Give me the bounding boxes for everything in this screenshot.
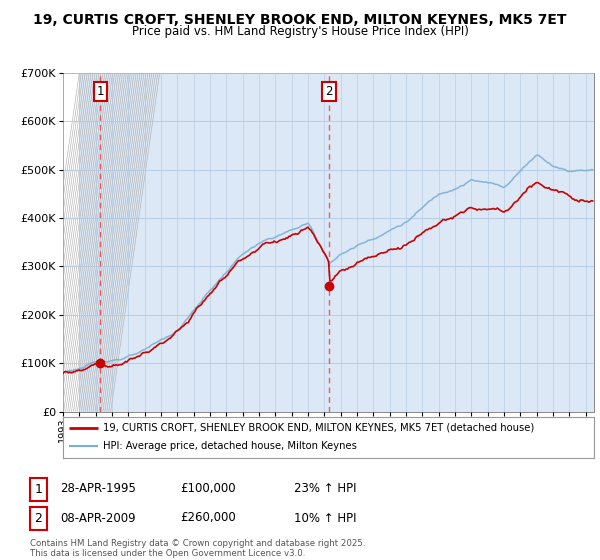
Text: 10% ↑ HPI: 10% ↑ HPI (294, 511, 356, 525)
Text: 23% ↑ HPI: 23% ↑ HPI (294, 482, 356, 496)
Text: Price paid vs. HM Land Registry's House Price Index (HPI): Price paid vs. HM Land Registry's House … (131, 25, 469, 38)
Text: 1: 1 (34, 483, 43, 496)
Text: HPI: Average price, detached house, Milton Keynes: HPI: Average price, detached house, Milt… (103, 441, 356, 451)
Text: 1: 1 (97, 85, 104, 97)
Text: 2: 2 (325, 85, 332, 97)
Text: 19, CURTIS CROFT, SHENLEY BROOK END, MILTON KEYNES, MK5 7ET: 19, CURTIS CROFT, SHENLEY BROOK END, MIL… (33, 13, 567, 27)
Bar (63, 73, 79, 412)
Text: 08-APR-2009: 08-APR-2009 (60, 511, 136, 525)
Text: 28-APR-1995: 28-APR-1995 (60, 482, 136, 496)
Text: £100,000: £100,000 (180, 482, 236, 496)
Text: 2: 2 (34, 512, 43, 525)
Text: 19, CURTIS CROFT, SHENLEY BROOK END, MILTON KEYNES, MK5 7ET (detached house): 19, CURTIS CROFT, SHENLEY BROOK END, MIL… (103, 423, 534, 433)
Text: £260,000: £260,000 (180, 511, 236, 525)
Text: Contains HM Land Registry data © Crown copyright and database right 2025.
This d: Contains HM Land Registry data © Crown c… (30, 539, 365, 558)
